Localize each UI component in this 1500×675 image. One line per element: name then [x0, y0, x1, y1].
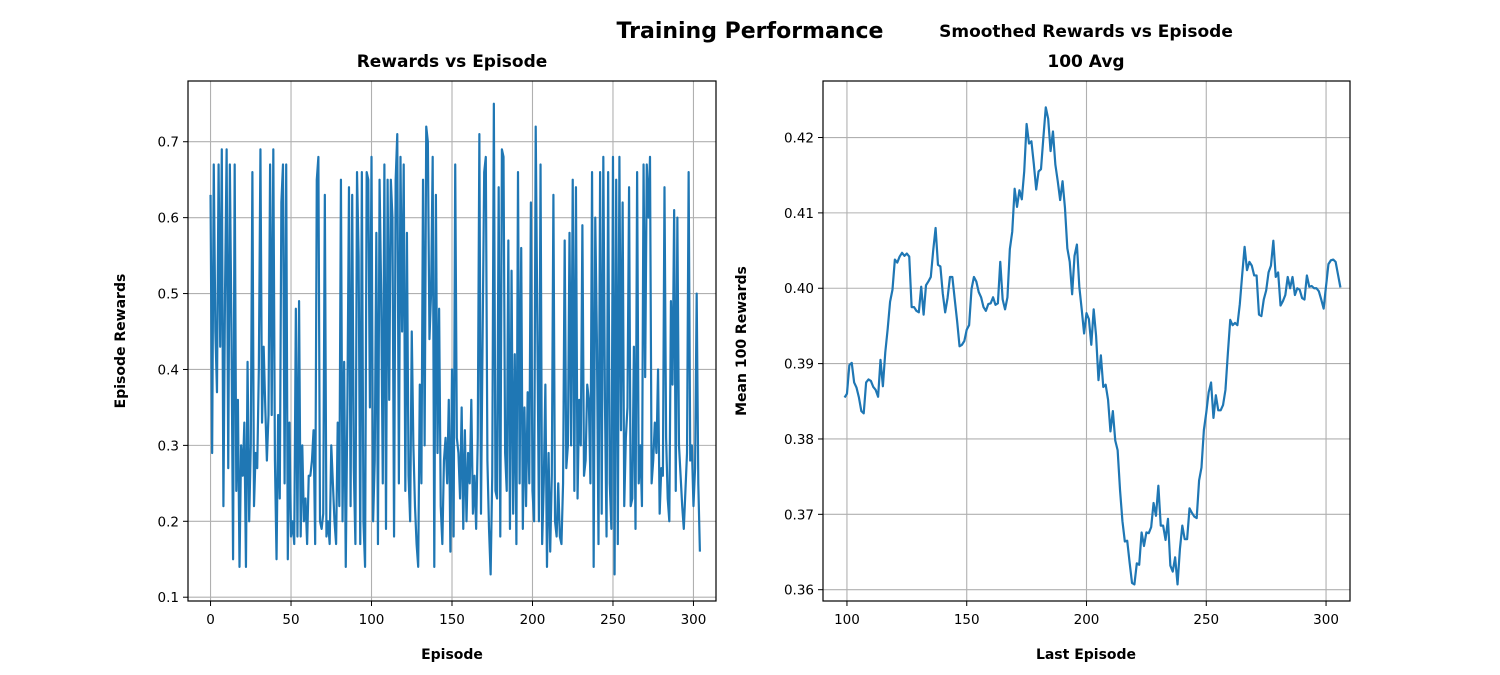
y-tick-label: 0.42 — [784, 131, 814, 147]
x-tick-label: 300 — [681, 612, 707, 628]
y-tick-label: 0.39 — [784, 357, 814, 373]
right-y-axis-label: Mean 100 Rewards — [734, 266, 750, 416]
right-chart-title-line2: 100 Avg — [1047, 52, 1124, 72]
y-tick-label: 0.40 — [784, 281, 814, 297]
right-chart: 100 150 200 250 300 0.36 0.37 0.38 0.39 0.40 0.41 0… — [734, 22, 1351, 663]
y-tick-label: 0.41 — [784, 206, 814, 222]
y-tick-label: 0.3 — [158, 438, 179, 454]
x-tick-label: 200 — [520, 612, 546, 628]
y-tick-label: 0.1 — [158, 590, 179, 606]
y-tick-label: 0.2 — [158, 514, 179, 530]
x-tick-label: 0 — [206, 612, 215, 628]
x-tick-label: 200 — [1074, 612, 1100, 628]
x-tick-label: 300 — [1313, 612, 1339, 628]
x-tick-label: 100 — [359, 612, 385, 628]
y-tick-label: 0.36 — [784, 583, 814, 599]
x-tick-label: 150 — [439, 612, 465, 628]
y-tick-label: 0.5 — [158, 287, 179, 303]
y-tick-label: 0.4 — [158, 362, 179, 378]
right-gridlines — [823, 81, 1350, 601]
left-y-axis-label: Episode Rewards — [113, 274, 129, 409]
x-tick-label: 50 — [282, 612, 299, 628]
left-chart: 0 50 100 150 200 250 3000.10.20.30.40.50.60.7 … — [113, 52, 717, 663]
right-chart-title-line1: Smoothed Rewards vs Episode — [939, 22, 1233, 42]
x-tick-label: 250 — [1193, 612, 1219, 628]
left-chart-title: Rewards vs Episode — [357, 52, 548, 72]
y-tick-label: 0.37 — [784, 507, 814, 523]
left-series-line — [209, 102, 701, 576]
figure-title: Training Performance — [617, 19, 884, 44]
left-ticks: 0 50 100 150 200 250 300 0.1 0.2 0.3 0.4 0.5 0.6 0.7 — [158, 135, 707, 628]
right-ticks: 100 150 200 250 300 0.36 0.37 0.38 0.39 0.40 0.41 0… — [784, 131, 1339, 628]
x-tick-label: 150 — [954, 612, 980, 628]
y-tick-label: 0.7 — [158, 135, 179, 151]
y-tick-label: 0.38 — [784, 432, 814, 448]
x-tick-label: 250 — [600, 612, 626, 628]
left-x-axis-label: Episode — [421, 647, 483, 663]
right-series-line — [843, 106, 1342, 586]
x-tick-label: 100 — [834, 612, 860, 628]
y-tick-label: 0.6 — [158, 211, 179, 227]
right-x-axis-label: Last Episode — [1036, 647, 1136, 663]
